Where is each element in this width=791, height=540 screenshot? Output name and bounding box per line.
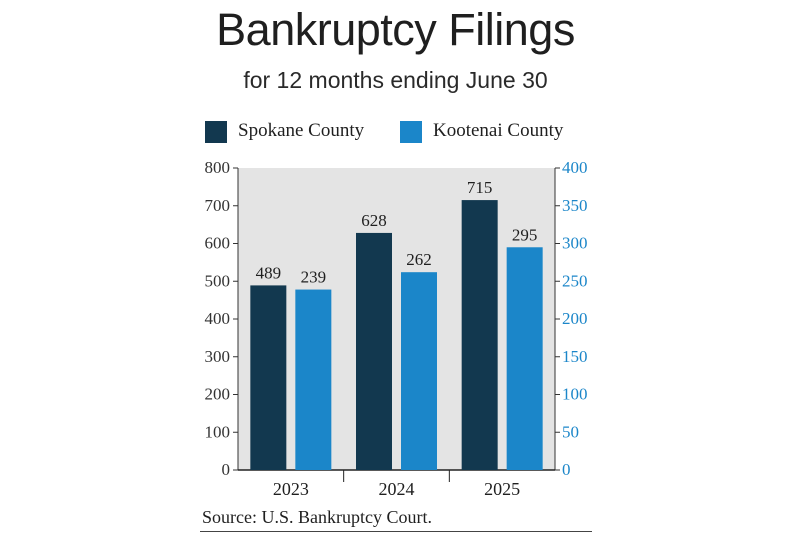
bar <box>401 272 437 470</box>
plot-area <box>238 168 555 470</box>
x-category-label: 2025 <box>484 479 520 499</box>
bar-value-label: 295 <box>512 225 538 244</box>
right-tick-label: 400 <box>562 158 588 177</box>
legend-label-kootenai: Kootenai County <box>433 120 564 141</box>
left-tick-label: 100 <box>205 422 231 441</box>
bar-value-label: 715 <box>467 178 493 197</box>
x-category-label: 2024 <box>379 479 415 499</box>
left-tick-label: 700 <box>205 196 231 215</box>
bar <box>506 247 543 470</box>
right-tick-label: 50 <box>562 422 579 441</box>
bar-value-label: 239 <box>301 268 327 287</box>
right-tick-label: 350 <box>562 196 588 215</box>
legend-swatch-kootenai <box>400 121 422 143</box>
right-tick-label: 200 <box>562 309 588 328</box>
legend-swatch-spokane <box>205 121 227 143</box>
bar-chart: 0 100 200 300 400 500 600 700 800 0 50 100 150 200 250… <box>205 158 588 499</box>
left-tick-label: 600 <box>205 234 231 253</box>
bar <box>356 232 392 470</box>
right-tick-label: 0 <box>562 460 571 479</box>
right-tick-label: 250 <box>562 271 588 290</box>
legend: Spokane County Kootenai County <box>0 119 791 145</box>
left-tick-label: 500 <box>205 271 231 290</box>
legend-label-spokane: Spokane County <box>238 120 365 141</box>
left-tick-label: 0 <box>222 460 231 479</box>
source-divider <box>200 531 592 532</box>
chart-subtitle: for 12 months ending June 30 <box>243 67 548 93</box>
right-tick-label: 100 <box>562 385 588 404</box>
bar <box>250 285 287 470</box>
right-tick-label: 150 <box>562 347 588 366</box>
chart-title: Bankruptcy Filings <box>216 4 575 55</box>
bar-value-label: 262 <box>406 250 432 269</box>
bar-value-label: 489 <box>256 263 282 282</box>
bar <box>295 289 332 470</box>
x-category-label: 2023 <box>273 479 309 499</box>
source-note: Source: U.S. Bankruptcy Court. <box>202 507 432 527</box>
bar <box>461 200 498 470</box>
left-tick-label: 200 <box>205 385 231 404</box>
bar-value-label: 628 <box>361 211 387 230</box>
left-tick-label: 400 <box>205 309 231 328</box>
right-tick-label: 300 <box>562 234 588 253</box>
left-tick-label: 300 <box>205 347 231 366</box>
left-tick-label: 800 <box>205 158 231 177</box>
